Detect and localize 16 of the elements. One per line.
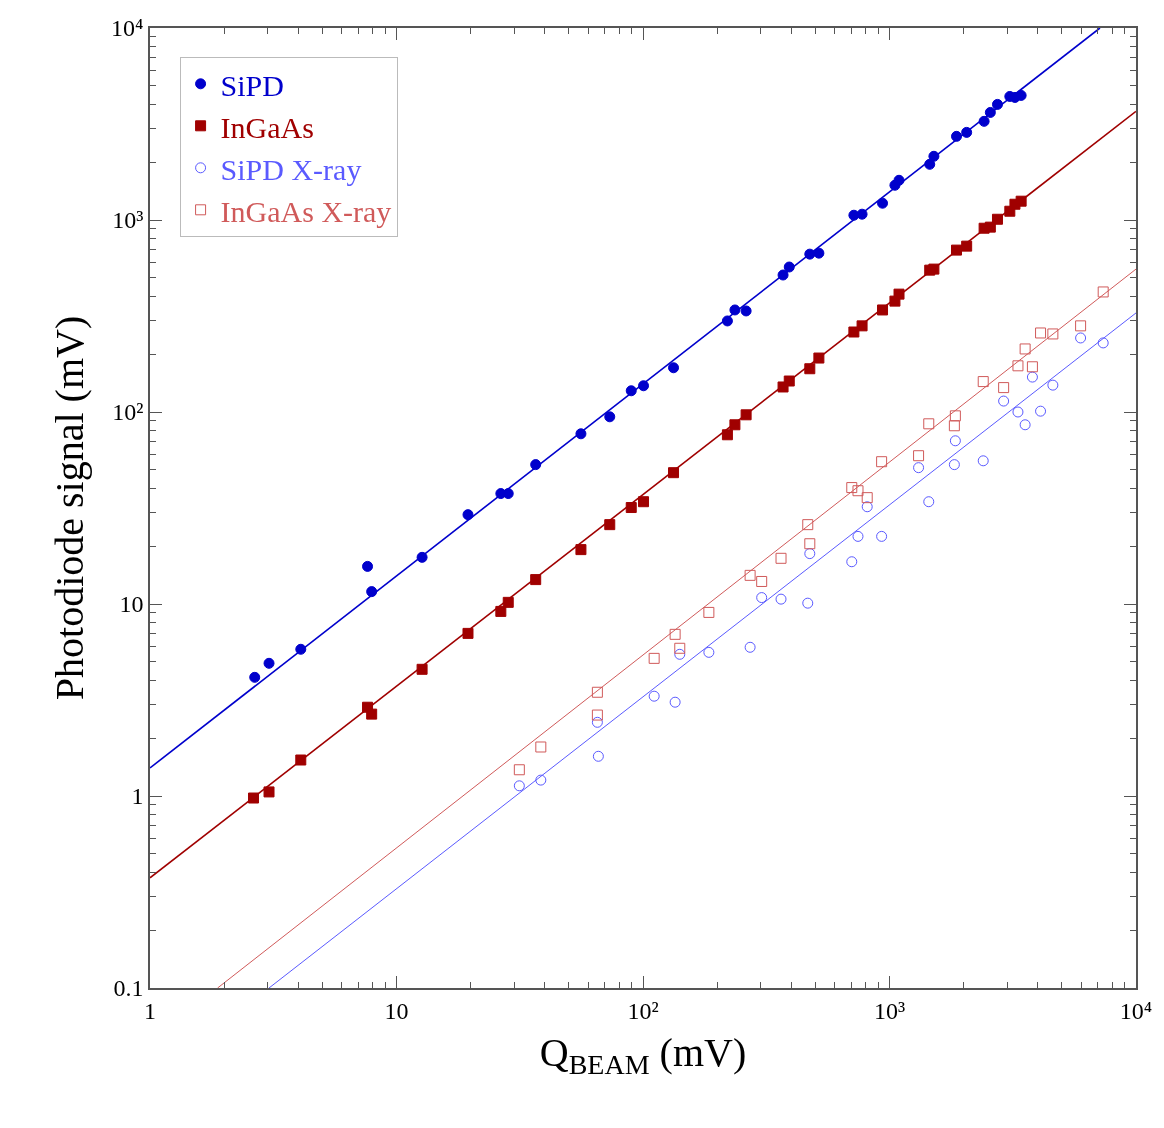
x-tick-label: 10² [627,997,659,1024]
x-axis-title: Q$_{BEAM}$ (mV) [539,1029,747,1080]
y-tick-label: 10 [119,591,144,618]
x-tick-label: 10 [384,997,409,1024]
y-tick-label: 10² [112,399,144,426]
y-tick-label: 10⁴ [111,15,144,42]
x-tick-label: 10⁴ [1119,997,1153,1024]
y-tick-label: 10³ [112,207,144,234]
x-tick-label: 10³ [873,997,906,1024]
y-tick-label: 1 [131,783,144,810]
legend-label: SiPD [220,68,284,102]
y-axis-title: Photodiode signal (mV) [47,315,93,701]
legend-label: SiPD X-ray [220,152,362,186]
legend-label: InGaAs X-ray [220,194,392,228]
legend-label: InGaAs [220,110,314,144]
y-tick-label: 0.1 [113,975,144,1002]
